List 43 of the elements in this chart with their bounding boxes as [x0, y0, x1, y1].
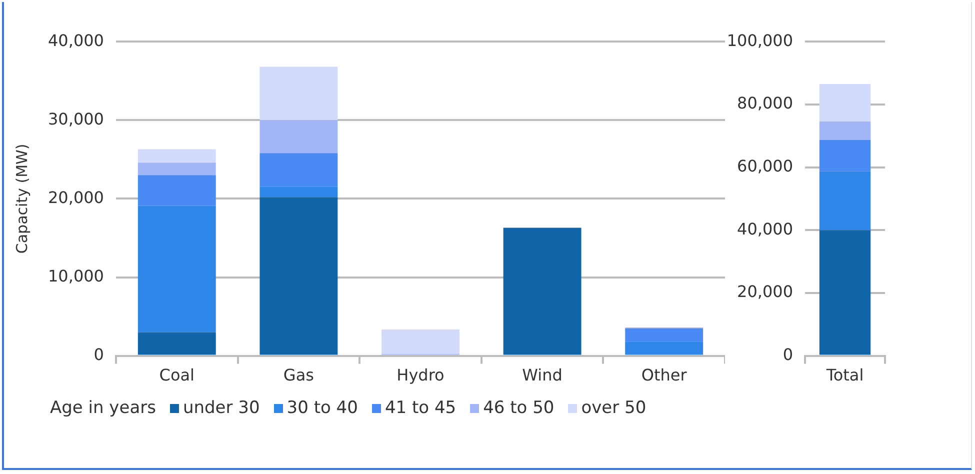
bar: [819, 230, 871, 355]
y-tick-label: 0: [94, 344, 104, 364]
bar: [260, 153, 338, 187]
bar: [138, 149, 216, 163]
y-tick-label: 0: [782, 344, 793, 364]
bar: [138, 206, 216, 332]
y-axis-title: Capacity (MW): [12, 144, 31, 254]
bar: [503, 228, 582, 355]
y-tick-label: 20,000: [737, 282, 793, 302]
legend-label: 30 to 40: [286, 398, 358, 418]
x-tick-label: Wind: [522, 366, 562, 385]
bar: [260, 120, 338, 154]
y-tick-label: 40,000: [737, 219, 793, 238]
bar: [819, 140, 871, 172]
bar: [138, 162, 216, 176]
x-tick-label: Total: [825, 366, 864, 385]
y-tick-label: 80,000: [737, 94, 793, 113]
bar: [260, 66, 338, 120]
y-tick-label: 10,000: [48, 266, 104, 286]
x-tick-label: Hydro: [396, 366, 444, 385]
legend-title: Age in years: [50, 398, 156, 418]
bar: [819, 84, 871, 122]
x-tick-label: Coal: [159, 366, 194, 385]
y-tick-label: 30,000: [48, 109, 104, 128]
bar: [819, 171, 871, 230]
bar: [625, 342, 704, 355]
legend-label: under 30: [182, 398, 260, 418]
y-tick-label: 100,000: [726, 30, 793, 50]
bar: [138, 175, 216, 206]
bar: [138, 332, 216, 355]
bar: [382, 329, 460, 354]
bar: [625, 328, 704, 342]
bar: [260, 186, 338, 198]
bar: [819, 121, 871, 140]
y-tick-label: 20,000: [48, 188, 104, 207]
legend-label: 41 to 45: [384, 398, 456, 418]
x-tick-label: Gas: [283, 366, 314, 385]
y-tick-label: 40,000: [48, 30, 104, 50]
legend-label: over 50: [580, 398, 646, 418]
bar: [260, 197, 338, 355]
y-tick-label: 60,000: [737, 156, 793, 176]
legend-label: 46 to 50: [482, 398, 554, 418]
x-tick-label: Other: [641, 366, 688, 385]
